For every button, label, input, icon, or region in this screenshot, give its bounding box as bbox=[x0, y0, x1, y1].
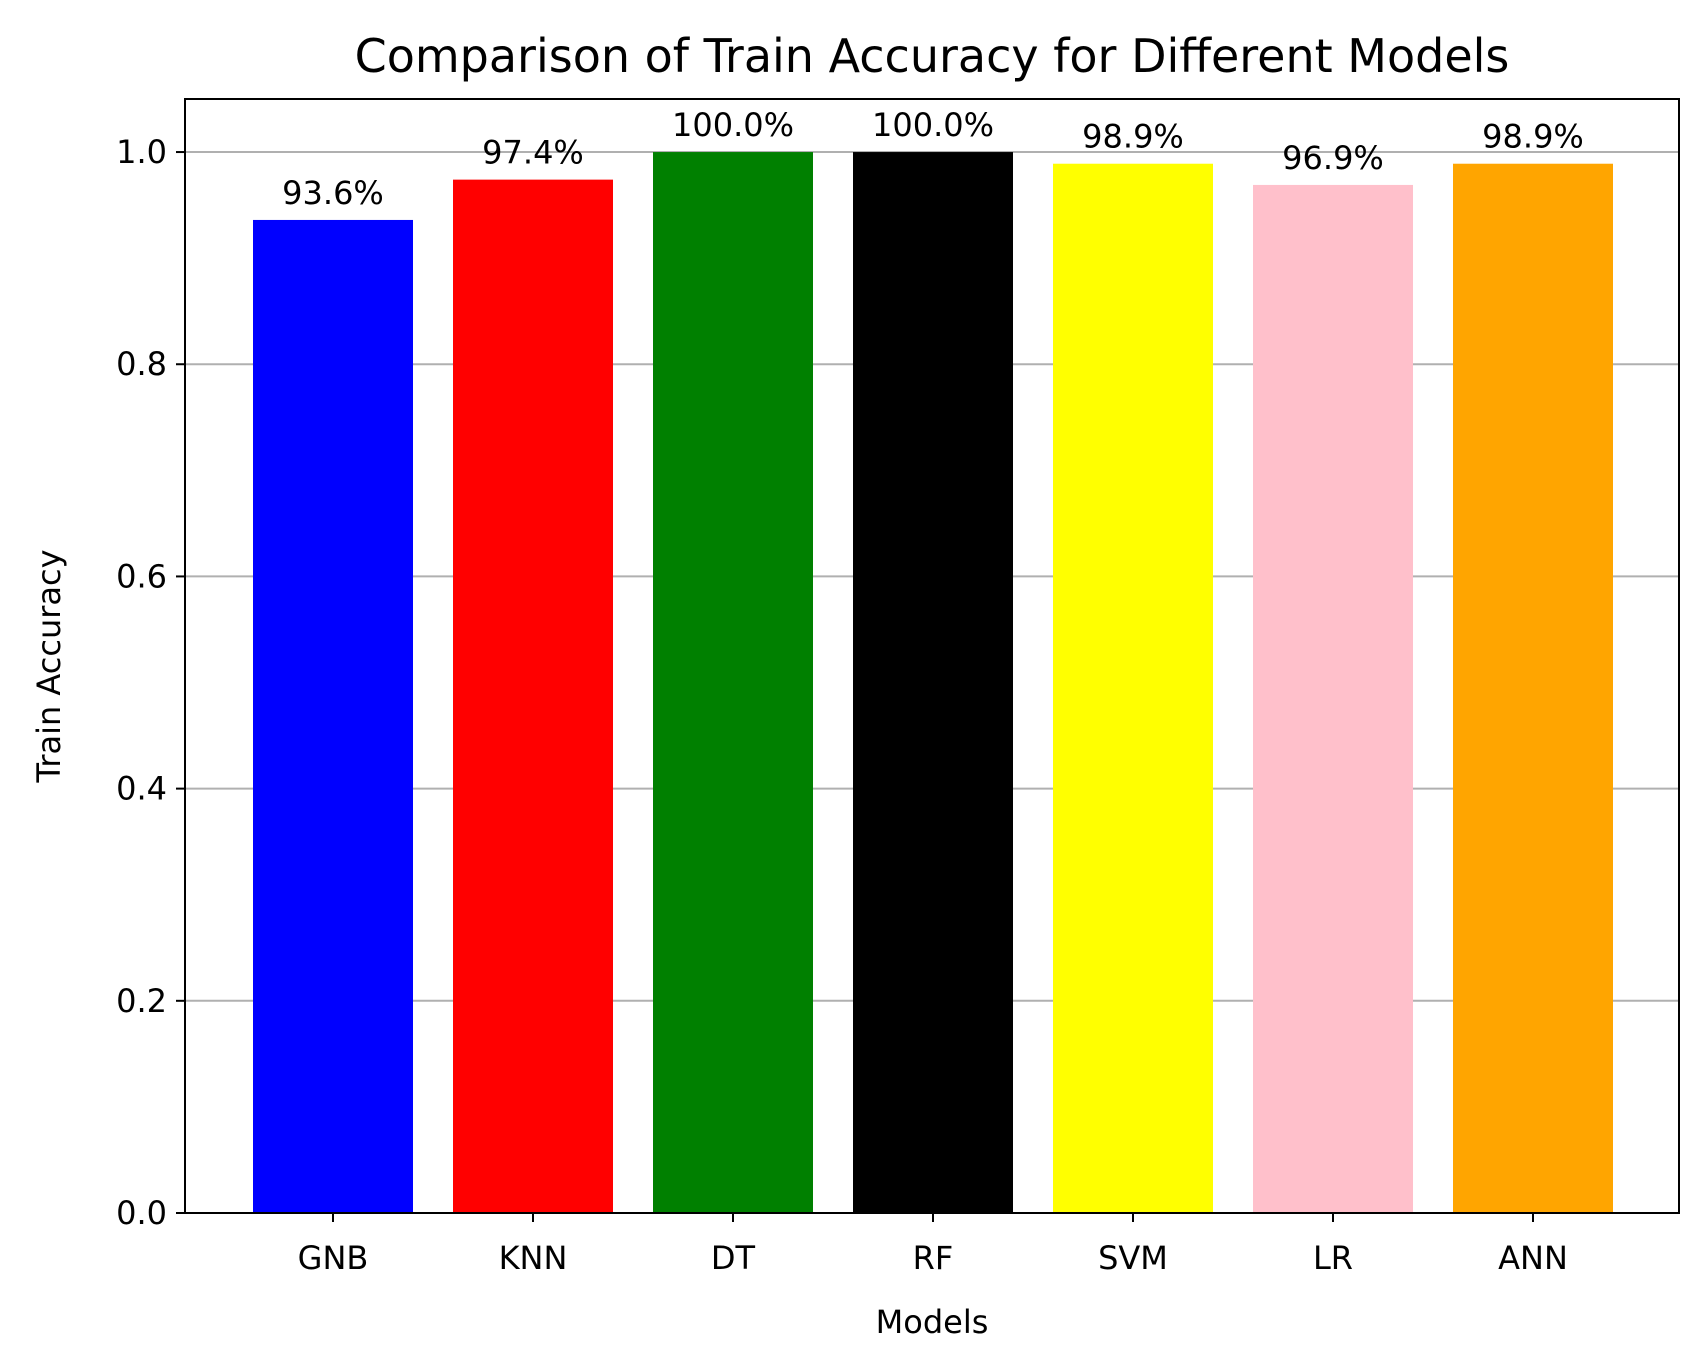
data-label: 93.6% bbox=[282, 174, 384, 212]
x-axis-label: Models bbox=[876, 1303, 989, 1341]
bar-knn bbox=[453, 179, 613, 1214]
y-tick-label: 0.4 bbox=[116, 770, 167, 808]
data-label: 96.9% bbox=[1282, 139, 1384, 177]
data-label: 97.4% bbox=[482, 134, 584, 172]
chart-title: Comparison of Train Accuracy for Differe… bbox=[355, 29, 1510, 83]
data-label: 98.9% bbox=[1082, 118, 1184, 156]
data-label: 100.0% bbox=[872, 106, 994, 144]
y-tick-label: 1.0 bbox=[116, 133, 167, 171]
bar-rf bbox=[853, 152, 1013, 1214]
axes-layer: 0.0 0.2 0.4 0.6 0.8 1.0 GNB KNN DT RF SVM LR ANN bbox=[116, 98, 1680, 1277]
y-tick-label: 0.8 bbox=[116, 345, 167, 383]
y-tick-label: 0.2 bbox=[116, 982, 167, 1020]
data-label: 98.9% bbox=[1482, 118, 1584, 156]
x-tick-label: RF bbox=[913, 1239, 954, 1277]
x-tick-label: SVM bbox=[1098, 1239, 1168, 1277]
y-tick-label: 0.6 bbox=[116, 557, 167, 595]
bar-dt bbox=[653, 152, 813, 1214]
y-axis-label: Train Accuracy bbox=[30, 549, 68, 783]
data-label: 100.0% bbox=[672, 106, 794, 144]
bar-gnb bbox=[253, 219, 413, 1213]
y-tick-label: 0.0 bbox=[116, 1194, 167, 1232]
bar-ann bbox=[1453, 163, 1613, 1213]
x-tick-label: GNB bbox=[298, 1239, 369, 1277]
x-tick-label: KNN bbox=[499, 1239, 568, 1277]
x-tick-label: LR bbox=[1313, 1239, 1353, 1277]
bar-svm bbox=[1053, 163, 1213, 1213]
x-tick-label: DT bbox=[711, 1239, 756, 1277]
x-tick-label: ANN bbox=[1498, 1239, 1568, 1277]
bars-layer bbox=[253, 152, 1613, 1214]
data-labels-layer: 93.6% 97.4% 100.0% 100.0% 98.9% 96.9% 98.9% bbox=[282, 106, 1584, 212]
bar-lr bbox=[1253, 184, 1413, 1214]
